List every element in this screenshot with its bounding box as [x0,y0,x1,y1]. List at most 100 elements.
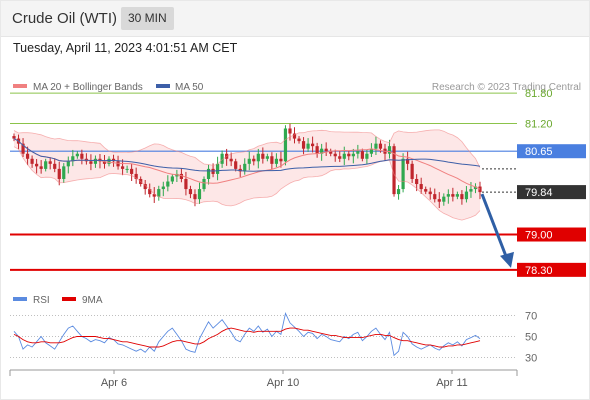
rsi-ma-line [13,327,481,348]
candle-body [356,151,360,154]
candle-body [469,189,473,192]
level-label-79.00: 79.00 [525,230,553,242]
candle-body [44,161,48,169]
candle-body [166,181,170,187]
candle-body [157,189,161,197]
candle-body [433,194,437,200]
candle-body [130,168,134,174]
candle-body [193,194,197,200]
rsi-tick-30: 30 [525,353,537,365]
candle-body [360,151,364,159]
candle-body [12,136,16,139]
candle-body [392,146,396,195]
price-legend: MA 20 + Bollinger Bands MA 50 [13,82,204,93]
candle-body [39,166,43,169]
rsi-legend-swatch [13,297,27,301]
candle-body [306,143,310,149]
candle-body [234,161,238,169]
candle-body [347,153,351,157]
candle-body [80,153,84,159]
chart-header: Crude Oil (WTI) 30 MIN [0,0,590,37]
candle-body [57,168,61,179]
candle-body [401,158,405,190]
candlestick-layer [12,123,482,209]
candle-body [315,146,319,154]
candle-body [270,156,274,164]
candle-body [152,194,156,197]
candle-body [311,143,315,147]
candle-body [410,163,414,179]
candle-body [424,189,428,192]
rsi-legend-label: RSI [33,295,50,306]
candle-body [206,168,211,179]
candle-body [30,158,34,164]
ma20-legend-swatch [13,84,27,88]
forecast-arrow-layer [480,193,514,268]
time-axis: Apr 6 Apr 10 Apr 11 [9,369,518,389]
candle-body [143,184,147,190]
candle-body [71,156,75,162]
candle-body [25,153,30,159]
rsi-ma-legend-swatch [62,297,76,301]
candle-body [247,158,251,164]
timeframe-badge[interactable]: 30 MIN [121,7,174,30]
candle-body [53,163,57,169]
last-price-label: 79.84 [525,187,553,199]
candle-body [288,128,292,134]
last-price-label-box [517,185,586,200]
candle-body [120,166,125,169]
candle-body [437,199,441,202]
candle-body [107,158,111,164]
candle-body [329,151,333,154]
moving-average-layer [13,129,481,221]
candle-body [102,161,107,164]
rsi-tick-50: 50 [525,332,537,344]
candle-body [419,184,423,190]
candle-body [184,178,188,190]
candle-body [338,156,342,159]
candle-body [324,148,328,152]
candle-body [301,141,306,149]
candle-body [229,158,233,162]
candle-body [75,153,79,157]
candle-body [66,161,70,167]
rsi-panel: 70 50 30 [10,311,537,365]
candle-body [48,161,52,164]
candle-body [170,176,174,182]
level-label-box-79.00 [517,227,586,242]
candle-body [428,191,432,195]
candle-body [283,128,288,162]
time-tick-label: Apr 11 [436,377,468,389]
candle-body [279,158,283,162]
ma50-legend-label: MA 50 [175,82,204,93]
candle-body [179,173,183,179]
level-label-80.65: 80.65 [525,146,553,158]
candle-body [478,186,482,193]
bollinger-lower-line [13,146,481,221]
rsi-tick-70: 70 [525,311,537,323]
ma20-legend-label: MA 20 + Bollinger Bands [33,82,143,93]
candle-body [387,146,392,154]
candle-body [265,156,269,159]
candle-body [369,148,374,154]
forecast-arrow-shaft [480,193,509,260]
forecast-arrow-head [500,251,514,268]
price-axis-labels: 81.80 81.20 80.65 79.00 78.30 79.84 [517,88,586,277]
candle-body [62,166,66,179]
time-tick-label: Apr 10 [267,377,299,389]
candle-body [197,189,202,200]
candle-body [378,143,383,149]
rsi-line [13,312,481,357]
candle-body [446,194,450,197]
candle-body [261,153,265,159]
candle-body [351,153,355,157]
candle-body [21,143,25,154]
candle-body [460,194,464,200]
candle-body [35,163,39,167]
candle-body [252,158,256,162]
level-label-81.20: 81.20 [525,118,553,130]
ma50-line [13,138,481,172]
candle-body [374,143,378,149]
candle-body [455,194,459,197]
